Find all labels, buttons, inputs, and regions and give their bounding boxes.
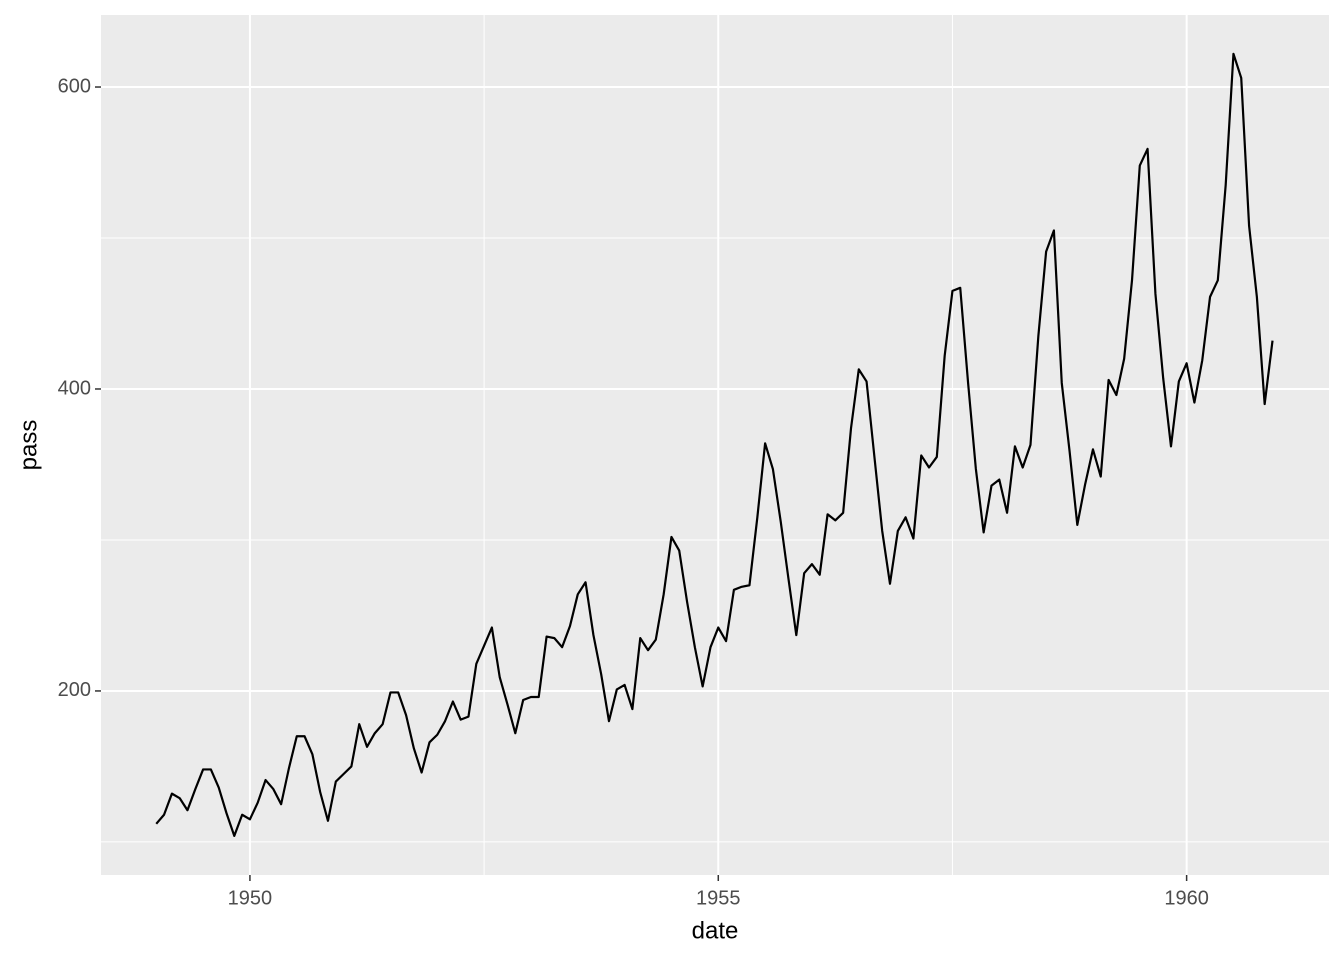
x-tick-label: 1960 xyxy=(1164,887,1209,909)
x-tick-label: 1950 xyxy=(228,887,273,909)
y-tick-label: 600 xyxy=(58,75,91,97)
y-axis-title: pass xyxy=(15,420,42,471)
y-tick-label: 400 xyxy=(58,377,91,399)
x-axis-title: date xyxy=(692,917,739,944)
y-tick-label: 200 xyxy=(58,679,91,701)
line xyxy=(155,52,1274,837)
panel xyxy=(101,15,1329,875)
x-tick-label: 1955 xyxy=(696,887,741,909)
